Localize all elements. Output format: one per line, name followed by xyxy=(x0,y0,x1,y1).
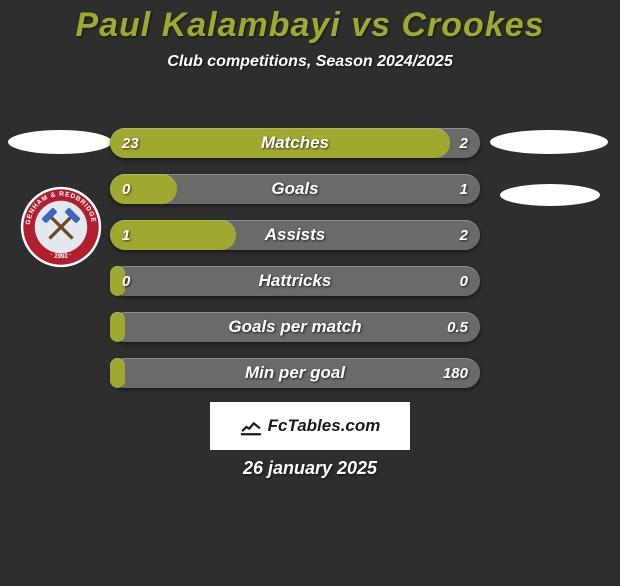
stat-bar: Goals0 1 xyxy=(110,174,480,204)
stat-bar-label: Hattricks xyxy=(110,266,480,296)
stat-bar: Hattricks0 0 xyxy=(110,266,480,296)
stat-bar-label: Matches xyxy=(110,128,480,158)
stat-bar-label: Assists xyxy=(110,220,480,250)
stat-bar-value-left: 23 xyxy=(122,128,139,158)
stat-bar: Assists1 2 xyxy=(110,220,480,250)
stat-bar-label: Goals xyxy=(110,174,480,204)
stat-bar-value-right: 180 xyxy=(443,358,468,388)
comparison-bars: Matches232Goals01Assists12Hattricks00Goa… xyxy=(110,128,480,404)
stat-bar-value-right: 2 xyxy=(460,128,468,158)
player-right-photo-placeholder xyxy=(490,130,608,154)
player-left-photo-placeholder xyxy=(8,130,112,154)
stat-bar-value-left: 1 xyxy=(122,220,130,250)
player-left-club-badge: DAGENHAM & REDBRIDGE FC · 1992 · xyxy=(20,186,102,268)
player-right-club-placeholder xyxy=(500,184,600,206)
stat-bar-value-right: 0.5 xyxy=(447,312,468,342)
page-title: Paul Kalambayi vs Crookes xyxy=(0,6,620,45)
brand-box: FcTables.com xyxy=(210,402,410,450)
stat-bar-value-left: 0 xyxy=(122,174,130,204)
stat-bar: Matches23 2 xyxy=(110,128,480,158)
stat-bar-value-right: 1 xyxy=(460,174,468,204)
stat-bar-value-left: 0 xyxy=(122,266,130,296)
stat-bar: Min per goal180 xyxy=(110,358,480,388)
footer-date: 26 january 2025 xyxy=(0,458,620,479)
stat-bar-value-right: 2 xyxy=(460,220,468,250)
brand-label: FcTables.com xyxy=(268,416,381,436)
stat-bar-label: Goals per match xyxy=(110,312,480,342)
stat-bar: Goals per match0.5 xyxy=(110,312,480,342)
brand-icon xyxy=(240,415,262,437)
stat-bar-label: Min per goal xyxy=(110,358,480,388)
page-subtitle: Club competitions, Season 2024/2025 xyxy=(0,53,620,71)
stat-bar-value-right: 0 xyxy=(460,266,468,296)
